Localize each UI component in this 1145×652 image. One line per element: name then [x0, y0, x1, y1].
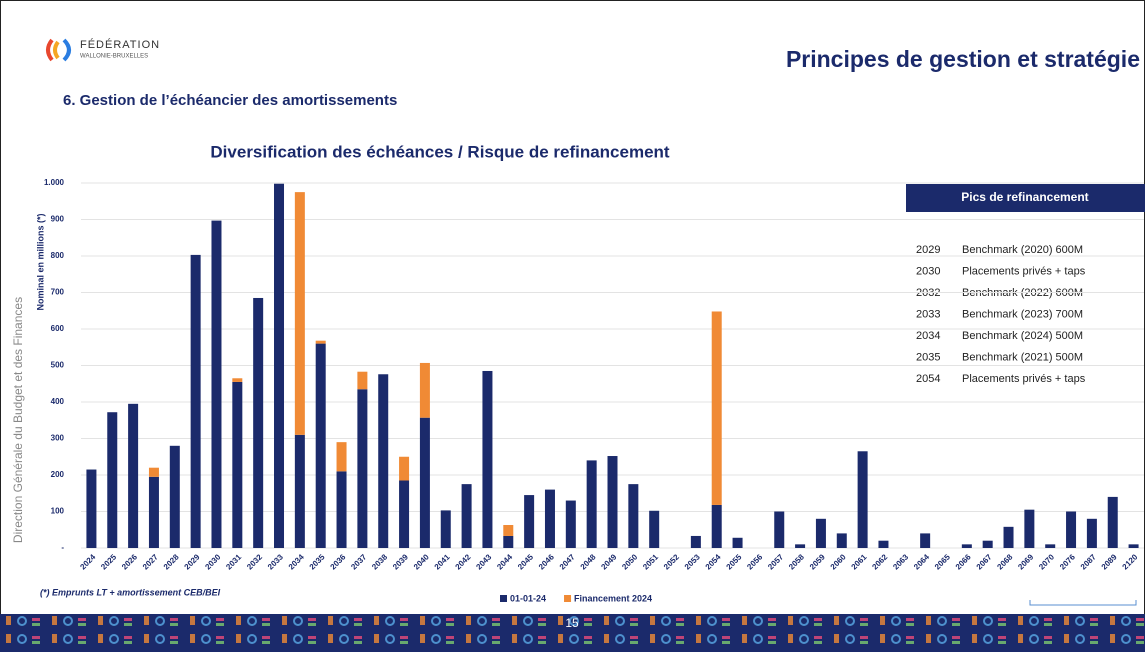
bar-segment [1108, 497, 1118, 548]
bar-segment [1004, 527, 1014, 548]
footnote: (*) Emprunts LT + amortissement CEB/BEI [40, 587, 221, 597]
y-tick-label: 600 [51, 324, 65, 333]
bar-segment [837, 533, 847, 548]
bar-segment [545, 490, 555, 548]
y-tick-label: 500 [51, 361, 65, 370]
bar-segment [232, 378, 242, 382]
bar-segment [149, 477, 159, 548]
bar-segment [983, 541, 993, 548]
bar-segment [712, 311, 722, 504]
bar-segment [1129, 544, 1139, 548]
bar-segment [191, 255, 201, 548]
table-year: 2034 [916, 330, 940, 342]
y-axis-label: Nominal en millions (*) [35, 213, 45, 310]
bar-segment [962, 544, 972, 548]
bar-segment [608, 456, 618, 548]
bar-segment [503, 536, 513, 548]
bar-segment [1066, 512, 1076, 549]
bar-segment [86, 470, 96, 548]
bar-segment [524, 495, 534, 548]
bar-segment [628, 484, 638, 548]
bar-segment [253, 298, 263, 548]
logo-text: FÉDÉRATION [80, 38, 160, 51]
y-tick-label: 700 [51, 288, 65, 297]
bar-segment [1045, 544, 1055, 548]
bar-segment [399, 457, 409, 481]
bar-segment [399, 480, 409, 548]
bar-segment [357, 372, 367, 390]
bar-segment [295, 435, 305, 548]
legend-label: Financement 2024 [574, 593, 652, 603]
bar-segment [107, 412, 117, 548]
table-desc: Benchmark (2023) 700M [962, 308, 1083, 320]
bar-segment [128, 404, 138, 548]
slide: FÉDÉRATION WALLONIE-BRUXELLES Principes … [0, 0, 1145, 652]
bar-segment [858, 451, 868, 548]
chart-title: Diversification des échéances / Risque d… [210, 142, 670, 161]
bar-segment [649, 511, 659, 548]
table-desc: Placements privés + taps [962, 373, 1086, 385]
y-tick-label: 1.000 [44, 178, 65, 187]
bar-segment [503, 525, 513, 536]
y-tick-label: 900 [51, 215, 65, 224]
bar-segment [149, 468, 159, 477]
table-year: 2054 [916, 373, 940, 385]
y-tick-label: 300 [51, 434, 65, 443]
bar-segment [482, 371, 492, 548]
bar-segment [691, 536, 701, 548]
y-tick-label: 800 [51, 251, 65, 260]
bar-segment [441, 510, 451, 548]
bar-segment [774, 512, 784, 549]
bar-segment [170, 446, 180, 548]
logo-subtext: WALLONIE-BRUXELLES [80, 54, 148, 60]
bar-segment [420, 418, 430, 548]
subtitle: 6. Gestion de l’échéancier des amortisse… [63, 92, 397, 109]
bar-segment [733, 538, 743, 548]
bar-segment [566, 501, 576, 548]
bar-segment [337, 442, 347, 471]
page-number: 15 [565, 616, 579, 630]
slide-title: Principes de gestion et stratégie [786, 46, 1140, 72]
bar-segment [274, 184, 284, 548]
bar-segment [211, 221, 221, 548]
table-year: 2033 [916, 308, 940, 320]
table-year: 2029 [916, 244, 940, 256]
bar-segment [1024, 510, 1034, 548]
bar-segment [462, 484, 472, 548]
bar-segment [295, 192, 305, 435]
legend-label: 01-01-24 [510, 593, 546, 603]
bar-segment [795, 544, 805, 548]
bar-segment [878, 541, 888, 548]
bar-segment [816, 519, 826, 548]
bar-segment [337, 471, 347, 548]
bar-segment [712, 505, 722, 548]
y-tick-label: 400 [51, 397, 65, 406]
bar-segment [357, 389, 367, 548]
bar-segment [316, 344, 326, 548]
table-desc: Placements privés + taps [962, 265, 1086, 277]
table-year: 2030 [916, 265, 940, 277]
bar-segment [1087, 519, 1097, 548]
table-desc: Benchmark (2021) 500M [962, 351, 1083, 363]
bar-segment [920, 533, 930, 548]
bar-segment [587, 460, 597, 548]
bar-segment [378, 374, 388, 548]
bar-segment [420, 363, 430, 418]
table-desc: Benchmark (2020) 600M [962, 244, 1083, 256]
table-year: 2035 [916, 351, 940, 363]
legend-swatch [500, 595, 507, 602]
y-tick-label: 100 [51, 507, 65, 516]
table-title: Pics de refinancement [961, 190, 1088, 204]
bar-segment [232, 382, 242, 548]
legend-swatch [564, 595, 571, 602]
table-desc: Benchmark (2024) 500M [962, 330, 1083, 342]
bar-segment [316, 341, 326, 344]
y-tick-label: - [61, 543, 64, 552]
y-tick-label: 200 [51, 470, 65, 479]
side-label: Direction Générale du Budget et des Fina… [11, 297, 25, 543]
